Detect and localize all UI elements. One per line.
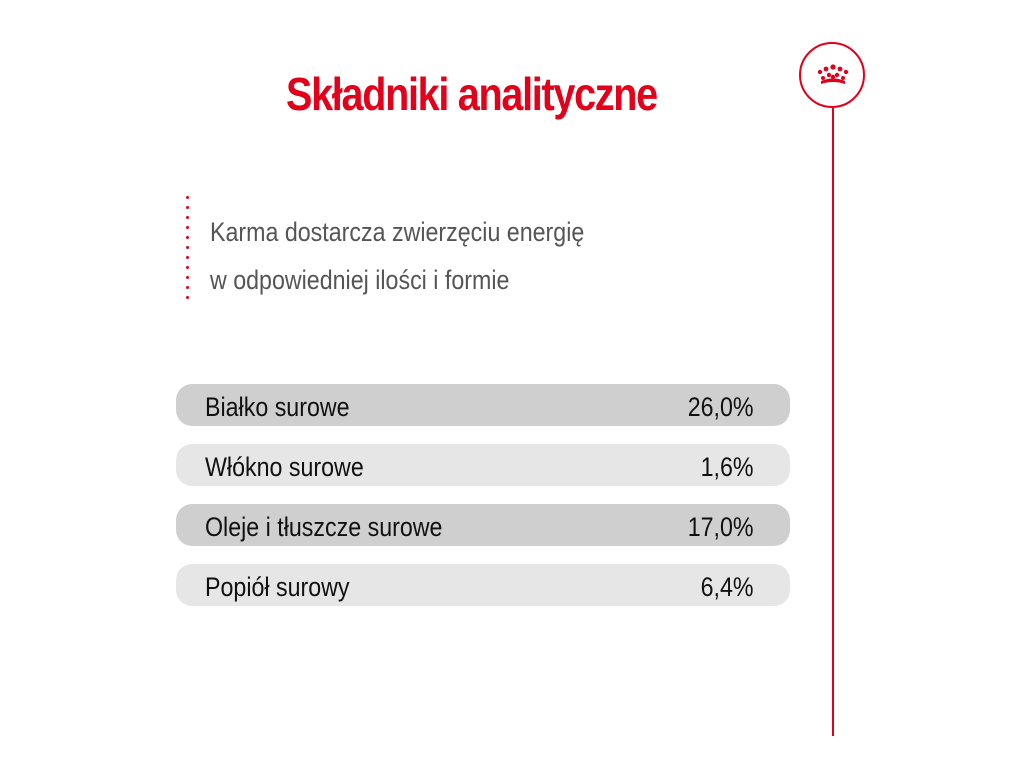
list-item-value: 6,4% bbox=[701, 572, 754, 602]
page-title: Składniki analityczne bbox=[286, 68, 658, 120]
analytical-constituents-list: Białko surowe 26,0% Włókno surowe 1,6% O… bbox=[176, 384, 790, 624]
subtitle: Karma dostarcza zwierzęciu energię w odp… bbox=[210, 208, 584, 304]
dotted-divider bbox=[186, 196, 190, 306]
brand-logo bbox=[799, 42, 865, 108]
subtitle-line-2: w odpowiedniej ilości i formie bbox=[210, 265, 510, 295]
crown-icon bbox=[817, 64, 849, 84]
list-item-ash: Popiół surowy 6,4% bbox=[176, 564, 790, 606]
list-item-protein: Białko surowe 26,0% bbox=[176, 384, 790, 426]
list-item-value: 17,0% bbox=[688, 512, 754, 542]
list-item-label: Popiół surowy bbox=[205, 572, 350, 602]
list-item-label: Białko surowe bbox=[205, 392, 350, 422]
list-item-value: 26,0% bbox=[688, 392, 754, 422]
list-item-fibre: Włókno surowe 1,6% bbox=[176, 444, 790, 486]
list-item-value: 1,6% bbox=[701, 452, 754, 482]
timeline-line bbox=[832, 108, 834, 736]
subtitle-line-1: Karma dostarcza zwierzęciu energię bbox=[210, 217, 585, 247]
list-item-label: Oleje i tłuszcze surowe bbox=[205, 512, 443, 542]
list-item-label: Włókno surowe bbox=[205, 452, 364, 482]
list-item-fat: Oleje i tłuszcze surowe 17,0% bbox=[176, 504, 790, 546]
